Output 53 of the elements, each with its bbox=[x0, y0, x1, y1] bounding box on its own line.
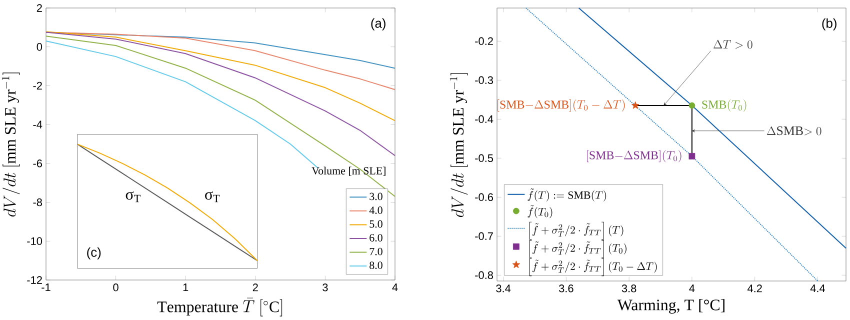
x-axis-title: Warming, T [°C] bbox=[617, 299, 724, 314]
annotation: σ$_{T}$ bbox=[205, 191, 220, 202]
x-tick-label: -1 bbox=[42, 284, 50, 292]
y-tick-label: 2 bbox=[36, 4, 42, 12]
legend-label: $\left[\tilde{f} + \sigma_T^2/2 \cdot \tilde{f}_{TT}\right](T_0)$ bbox=[529, 240, 626, 258]
x-tick-label: 0 bbox=[113, 284, 118, 292]
x-tick-label: 3.8 bbox=[622, 284, 636, 292]
y-tick-label: -0.4 bbox=[475, 115, 494, 124]
legend-label: $\tilde{f}(T_0)$ bbox=[528, 205, 552, 218]
y-tick-label: 0 bbox=[36, 42, 42, 51]
x-tick-label: 2 bbox=[252, 284, 258, 292]
annotation: (c) bbox=[87, 247, 101, 260]
legend-label: 4.0 bbox=[369, 206, 382, 214]
x-axis-title: $\mathrm{Temperature}\ \bar{T}\ [{}^{\circ}\mathrm{C}]$ bbox=[157, 298, 282, 316]
x-tick-label: 1 bbox=[183, 284, 188, 292]
y-axis-title: $dV/dt\ [\mathrm{mm\ SLE\ yr}^{-1}]$ bbox=[2, 72, 20, 217]
x-tick-label: 3.4 bbox=[496, 284, 511, 292]
x-tick-label: 4 bbox=[392, 284, 398, 292]
x-tick-label: 3.6 bbox=[558, 284, 574, 292]
y-tick-label: -6 bbox=[33, 160, 42, 168]
annotation: (a) bbox=[371, 18, 386, 30]
annotation: $\mathrm{SMB}(T_0)$ bbox=[702, 100, 746, 112]
y-axis-title: $dV/dt\ [\mathrm{mm\ SLE\ yr}^{-1}]$ bbox=[450, 73, 468, 218]
legend-label: 8.0 bbox=[370, 262, 382, 270]
y-tick-label: -0.5 bbox=[475, 154, 494, 162]
y-tick-label: -0.7 bbox=[475, 232, 493, 240]
x-tick-label: 4.2 bbox=[747, 284, 762, 292]
x-tick-label: 4.4 bbox=[810, 284, 825, 292]
legend-label: 6.0 bbox=[370, 234, 382, 242]
annotation: $\Delta T > 0$ bbox=[714, 40, 752, 49]
legend-label: 5.0 bbox=[370, 220, 382, 228]
legend-label: $\left[\tilde{f} + \sigma_T^2/2 \cdot \tilde{f}_{TT}\right](T)$ bbox=[529, 222, 624, 240]
y-tick-label: -10 bbox=[27, 237, 42, 246]
annotation: $\Delta\mathrm{SMB}{>}\ 0$ bbox=[767, 126, 822, 136]
x-tick-label: 3 bbox=[322, 284, 328, 292]
y-tick-label: -0.2 bbox=[475, 37, 493, 46]
y-tick-label: -12 bbox=[27, 276, 42, 284]
y-tick-label: -8 bbox=[33, 198, 42, 206]
legend-label: 3.0 bbox=[370, 192, 382, 200]
legend-label: $\left[\tilde{f} + \sigma_T^2/2 \cdot \tilde{f}_{TT}\right](T_0 - \Delta T)$ bbox=[529, 258, 657, 276]
y-tick-label: -2 bbox=[33, 82, 42, 90]
annotation: $[\mathrm{SMB}{-}\Delta\mathrm{SMB}](T_0 - \Delta T)$ bbox=[498, 100, 625, 112]
y-tick-label: -0.6 bbox=[475, 193, 493, 202]
annotation: (b) bbox=[822, 18, 836, 30]
legend-title: Volume [m SLE] bbox=[312, 166, 386, 176]
y-tick-label: -0.3 bbox=[475, 76, 493, 84]
y-tick-label: -0.8 bbox=[475, 271, 493, 280]
y-tick-label: -4 bbox=[33, 120, 42, 128]
x-tick-label: 4 bbox=[689, 284, 695, 292]
annotation: σ$_{T}$ bbox=[126, 191, 140, 202]
legend-label: $\tilde{f}(T) := \mathrm{SMB}(T)$ bbox=[528, 188, 606, 202]
annotation: $[\mathrm{SMB}{-}\Delta\mathrm{SMB}](T_0)$ bbox=[587, 150, 682, 162]
legend-label: 7.0 bbox=[370, 248, 382, 256]
